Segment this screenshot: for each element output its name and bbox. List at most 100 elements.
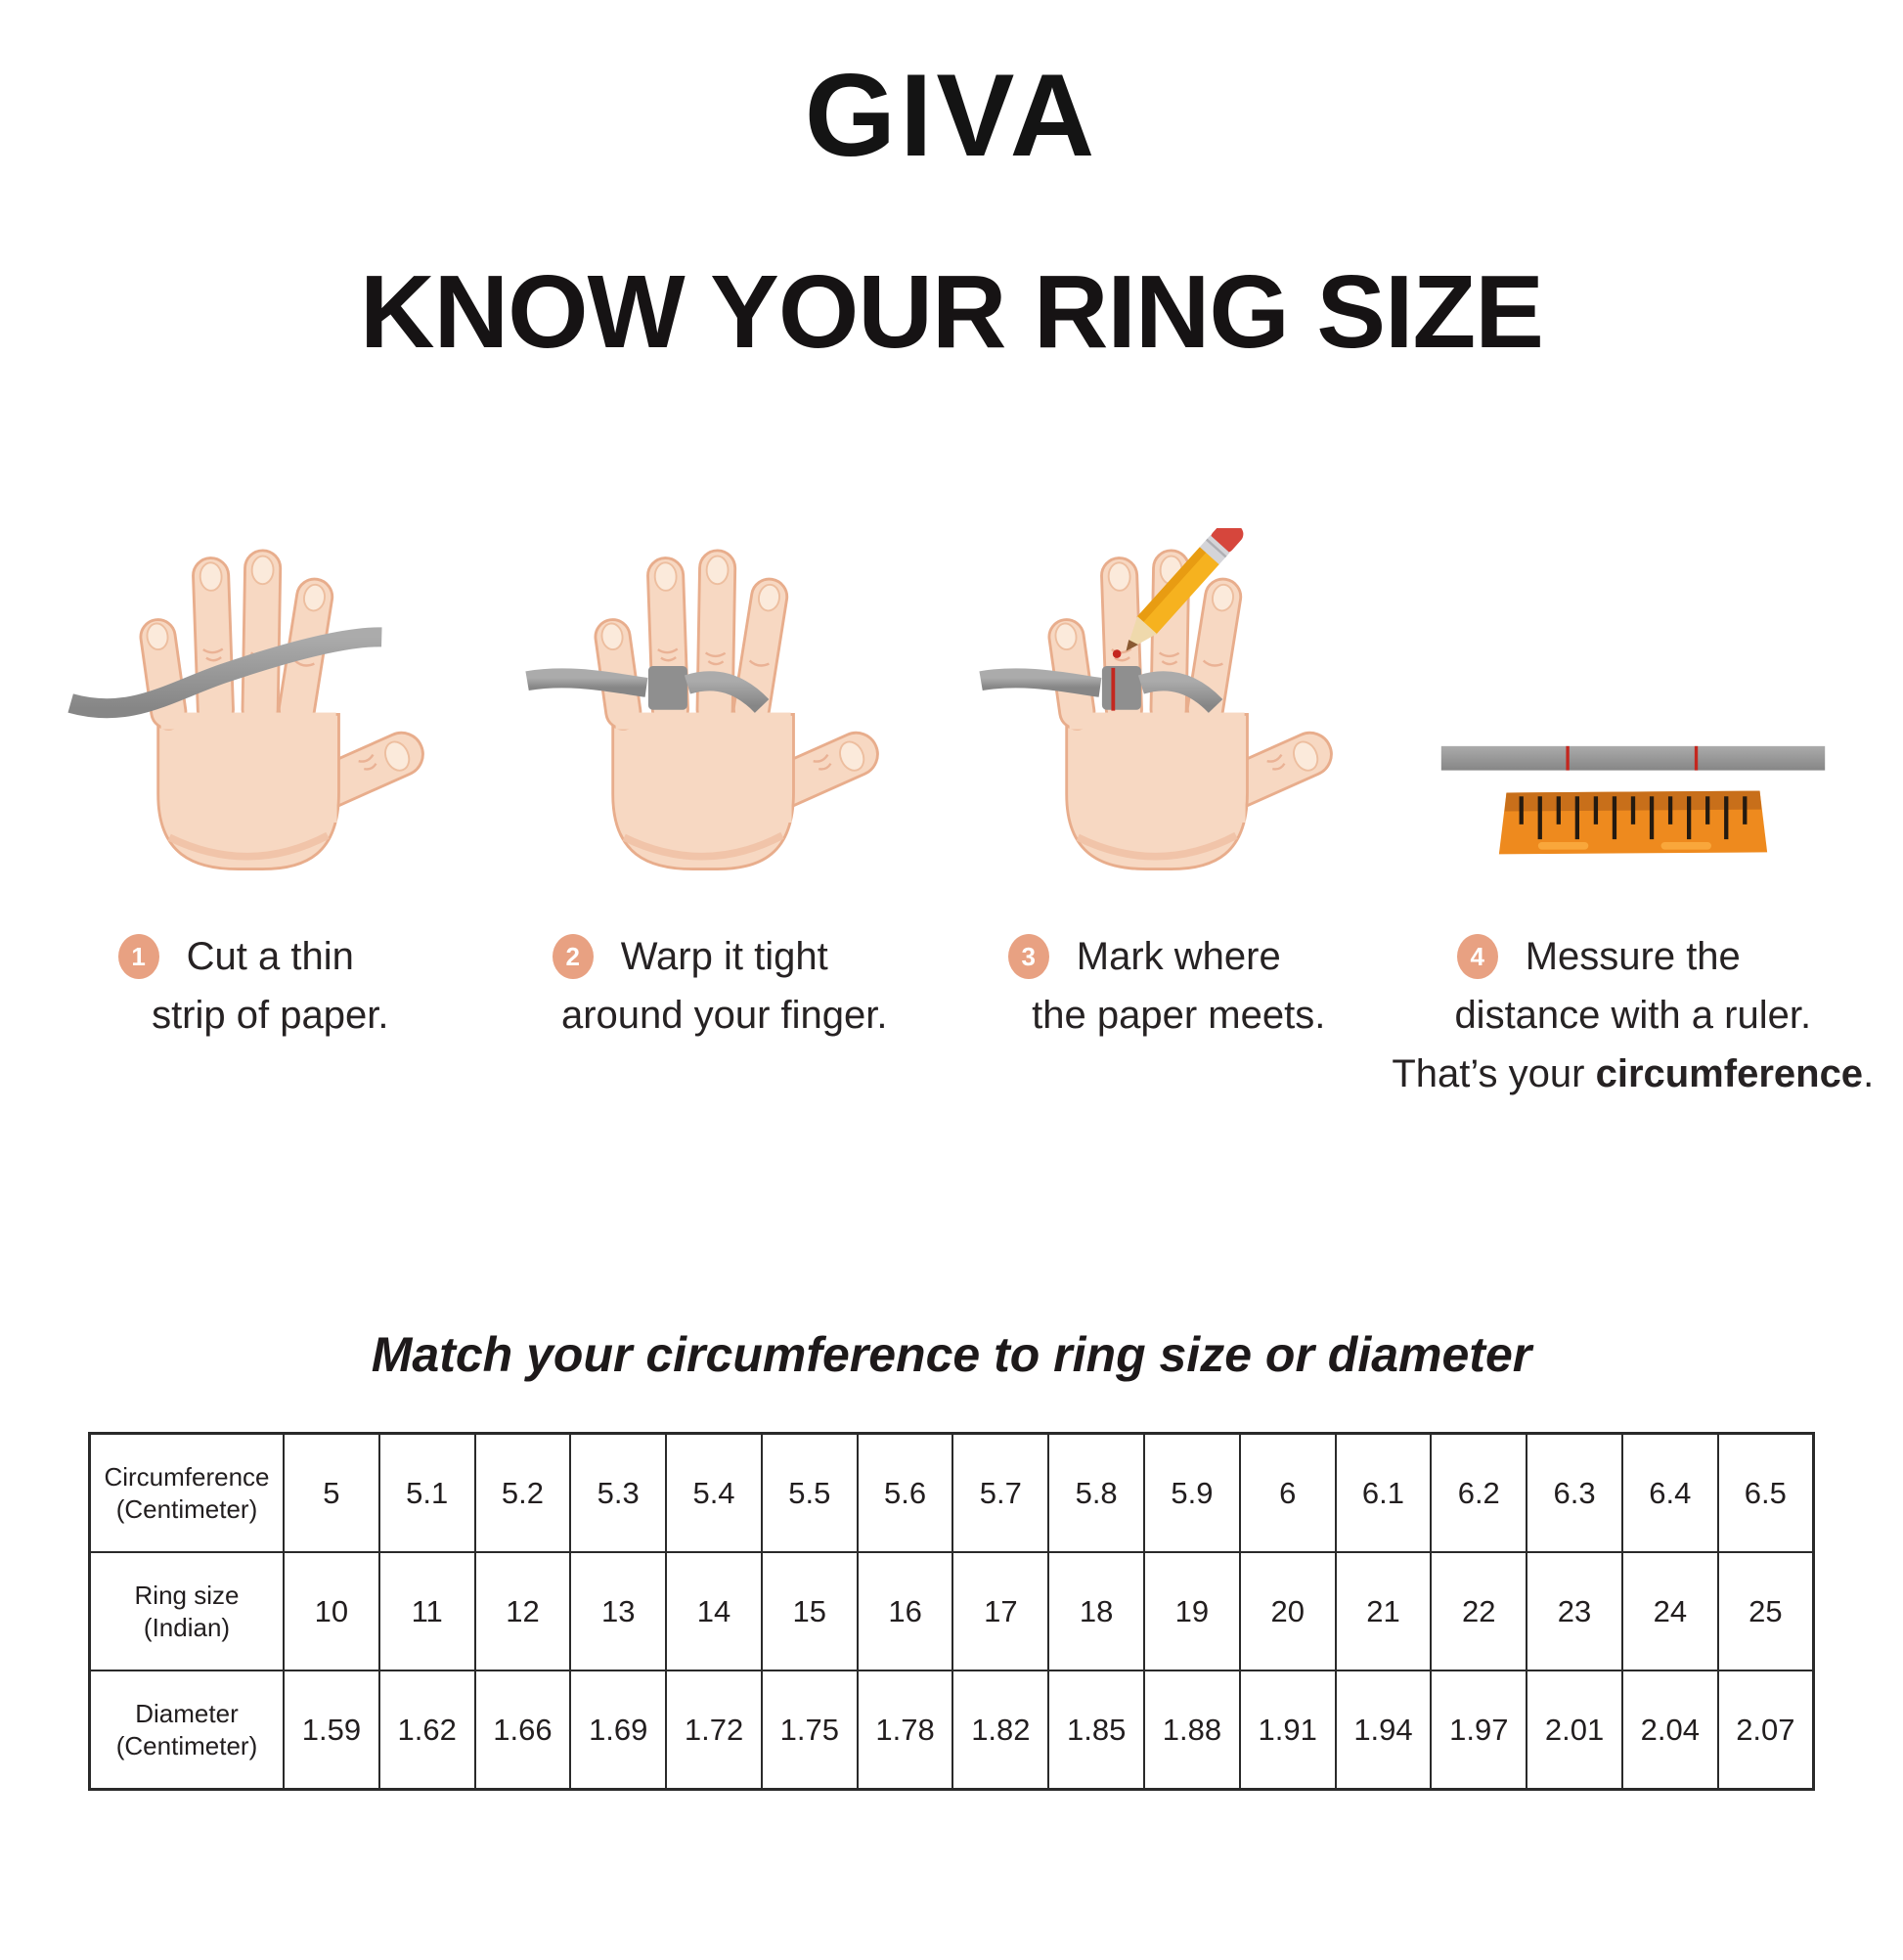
table-cell: 23 xyxy=(1526,1551,1623,1671)
step-3-line2: the paper meets. xyxy=(1032,994,1326,1037)
step-4-line3-bold: circumference xyxy=(1595,1052,1864,1095)
row-header-line2: (Centimeter) xyxy=(115,1730,258,1760)
pencil-dot xyxy=(1113,649,1122,658)
table-cell: 5.8 xyxy=(1047,1432,1146,1553)
table-row: Diameter (Centimeter) 1.59 1.62 1.66 1.69 1.… xyxy=(88,1670,1815,1791)
table-cell: 1.91 xyxy=(1238,1670,1337,1791)
table-cell: 5.3 xyxy=(569,1432,668,1553)
hand-with-wrapped-strip-icon xyxy=(525,528,939,919)
step-1: 1 Cut a thin strip of paper. xyxy=(43,528,498,1103)
step-3-illustration xyxy=(964,528,1393,919)
paper-strip-loop xyxy=(1102,665,1142,710)
table-cell: 1.94 xyxy=(1334,1670,1433,1791)
step-3-line1: Mark where xyxy=(1076,935,1281,978)
table-cell: 6.2 xyxy=(1430,1432,1528,1553)
table-cell: 25 xyxy=(1716,1551,1815,1671)
step-4: 4 Messure the distance with a ruler. Tha… xyxy=(1392,528,1874,1103)
step-4-line2: distance with a ruler. xyxy=(1454,994,1812,1037)
table-cell: 1.75 xyxy=(760,1670,859,1791)
step-3-caption: 3 Mark where the paper meets. xyxy=(1007,927,1350,1045)
paper-strip xyxy=(525,668,648,697)
step-2-badge: 2 xyxy=(552,934,594,979)
table-cell: 1.85 xyxy=(1047,1670,1146,1791)
step-4-line3-suffix: . xyxy=(1863,1052,1875,1095)
ring-size-table: Circumference (Centimeter) 5 5.1 5.2 5.3 5.4… xyxy=(88,1432,1815,1791)
table-section-title: Match your circumference to ring size or… xyxy=(371,1327,1532,1382)
ruler-icon xyxy=(1498,790,1767,855)
table-cell: 1.88 xyxy=(1143,1670,1241,1791)
step-4-line3-prefix: That’s your xyxy=(1392,1052,1596,1095)
row-header-line2: (Centimeter) xyxy=(115,1493,258,1524)
row-header-ring-size: Ring size (Indian) xyxy=(88,1551,285,1671)
table-cell: 2.04 xyxy=(1620,1670,1719,1791)
table-cell: 5.9 xyxy=(1143,1432,1241,1553)
table-cell: 6.4 xyxy=(1620,1432,1719,1553)
table-cell: 2.01 xyxy=(1526,1670,1623,1791)
row-header-line1: Diameter xyxy=(135,1698,239,1728)
table-cell: 1.82 xyxy=(952,1670,1050,1791)
step-2-caption: 2 Warp it tight around your finger. xyxy=(552,927,897,1045)
table-row: Circumference (Centimeter) 5 5.1 5.2 5.3 5.4… xyxy=(88,1432,1815,1553)
table-cell: 2.07 xyxy=(1716,1670,1815,1791)
table-cell: 1.66 xyxy=(473,1670,572,1791)
step-1-caption: 1 Cut a thin strip of paper. xyxy=(117,927,422,1045)
table-cell: 5.4 xyxy=(665,1432,763,1553)
table-cell: 1.97 xyxy=(1430,1670,1528,1791)
step-1-illustration xyxy=(56,528,484,919)
step-4-illustration xyxy=(1419,528,1847,919)
brand-logo: GIVA xyxy=(804,50,1099,181)
pencil-icon xyxy=(1126,528,1244,651)
steps-row: 1 Cut a thin strip of paper. 2 Warp it t… xyxy=(0,528,1903,1103)
table-cell: 5.5 xyxy=(760,1432,859,1553)
pencil-mark xyxy=(1694,745,1698,771)
row-header-diameter: Diameter (Centimeter) xyxy=(88,1670,285,1791)
table-cell: 10 xyxy=(283,1551,380,1671)
paper-strip xyxy=(979,668,1102,697)
step-4-badge: 4 xyxy=(1456,934,1498,979)
step-2-illustration xyxy=(510,528,939,919)
hand-with-paper-strip-icon xyxy=(67,528,484,919)
row-header-line2: (Indian) xyxy=(143,1612,231,1642)
table-cell: 15 xyxy=(760,1551,859,1671)
table-cell: 5.7 xyxy=(952,1432,1050,1553)
table-cell: 5.2 xyxy=(473,1432,572,1553)
table-cell: 19 xyxy=(1143,1551,1241,1671)
table-cell: 17 xyxy=(952,1551,1050,1671)
table-cell: 14 xyxy=(665,1551,763,1671)
paper-strip xyxy=(1440,745,1825,771)
table-cell: 1.78 xyxy=(856,1670,954,1791)
step-2-line1: Warp it tight xyxy=(620,935,828,978)
page-title: KNOW YOUR RING SIZE xyxy=(360,254,1544,370)
table-cell: 5.1 xyxy=(377,1432,476,1553)
row-header-circumference: Circumference (Centimeter) xyxy=(88,1432,285,1553)
table-cell: 20 xyxy=(1238,1551,1337,1671)
paper-strip xyxy=(67,627,382,719)
table-cell: 1.62 xyxy=(377,1670,476,1791)
table-cell: 5 xyxy=(283,1432,380,1553)
table-cell: 12 xyxy=(473,1551,572,1671)
step-2-line2: around your finger. xyxy=(560,994,888,1037)
step-4-line3: That’s your circumference. xyxy=(1392,1045,1874,1103)
pencil-mark xyxy=(1566,745,1570,771)
paper-strip-loop xyxy=(647,665,687,710)
table-row: Ring size (Indian) 10 11 12 13 14 15 16 17 18 19 2… xyxy=(88,1551,1815,1671)
table-cell: 21 xyxy=(1334,1551,1433,1671)
table-cell: 1.72 xyxy=(665,1670,763,1791)
row-header-line1: Circumference xyxy=(104,1461,270,1492)
paper-strip xyxy=(1138,671,1223,714)
table-cell: 16 xyxy=(856,1551,954,1671)
table-cell: 24 xyxy=(1620,1551,1719,1671)
table-cell: 6 xyxy=(1238,1432,1337,1553)
table-cell: 22 xyxy=(1430,1551,1528,1671)
step-1-line2: strip of paper. xyxy=(152,994,389,1037)
step-3-badge: 3 xyxy=(1007,934,1049,979)
step-4-line1: Messure the xyxy=(1525,935,1741,978)
table-cell: 6.3 xyxy=(1526,1432,1623,1553)
hand-with-pencil-mark-icon xyxy=(979,528,1393,919)
table-cell: 1.69 xyxy=(569,1670,668,1791)
table-cell: 18 xyxy=(1047,1551,1146,1671)
step-2: 2 Warp it tight around your finger. xyxy=(498,528,952,1103)
step-1-line1: Cut a thin xyxy=(186,935,354,978)
table-cell: 1.59 xyxy=(283,1670,380,1791)
step-4-caption: 4 Messure the distance with a ruler. Tha… xyxy=(1392,927,1874,1103)
